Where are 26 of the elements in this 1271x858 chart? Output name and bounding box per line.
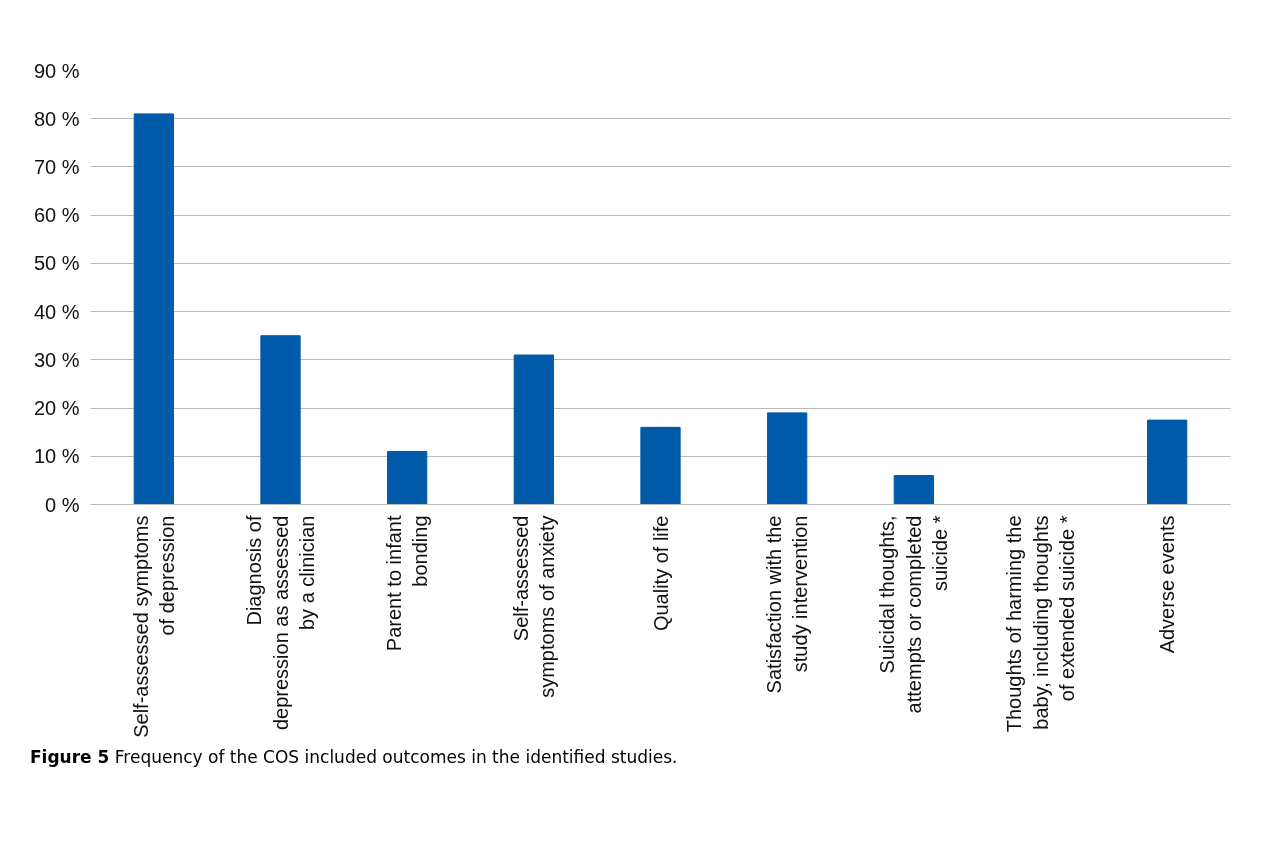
x-tick-label: Suicidal thoughts, attempts or completed suicide *	[876, 515, 952, 714]
y-tick-label: 40 %	[33, 300, 80, 323]
bar	[260, 335, 301, 505]
x-tick-label: Quality of life	[649, 515, 672, 632]
y-tick-label: 60 %	[33, 204, 80, 227]
x-tick-label: Diagnosis of depression as assessed by a clinician	[243, 515, 318, 731]
x-tick-label: Satisfaction with the study intervention	[762, 515, 812, 694]
y-tick-label: 30 %	[33, 348, 80, 371]
bar	[387, 450, 428, 505]
bar	[133, 113, 174, 505]
caption: Figure 5 Frequency of the COS included outcomes in the identified studies.	[30, 746, 678, 769]
y-tick-label: 0 %	[45, 493, 80, 516]
x-tick-label: Self-assessed symptoms of depression	[129, 515, 179, 738]
x-tick-label: Adverse events	[1156, 515, 1179, 654]
x-tick-label: Parent to infant bonding	[382, 515, 432, 652]
y-tick-label: 80 %	[33, 107, 80, 130]
y-tick-label: 10 %	[33, 445, 80, 468]
bar	[1147, 419, 1188, 505]
y-tick-label: 70 %	[33, 155, 80, 178]
bar	[513, 354, 554, 505]
y-tick-label: 50 %	[33, 252, 80, 275]
y-tick-label: 90 %	[33, 59, 80, 82]
bar	[893, 475, 934, 505]
y-tick-label: 20 %	[33, 397, 80, 420]
bar	[767, 412, 808, 505]
bar	[640, 426, 681, 505]
